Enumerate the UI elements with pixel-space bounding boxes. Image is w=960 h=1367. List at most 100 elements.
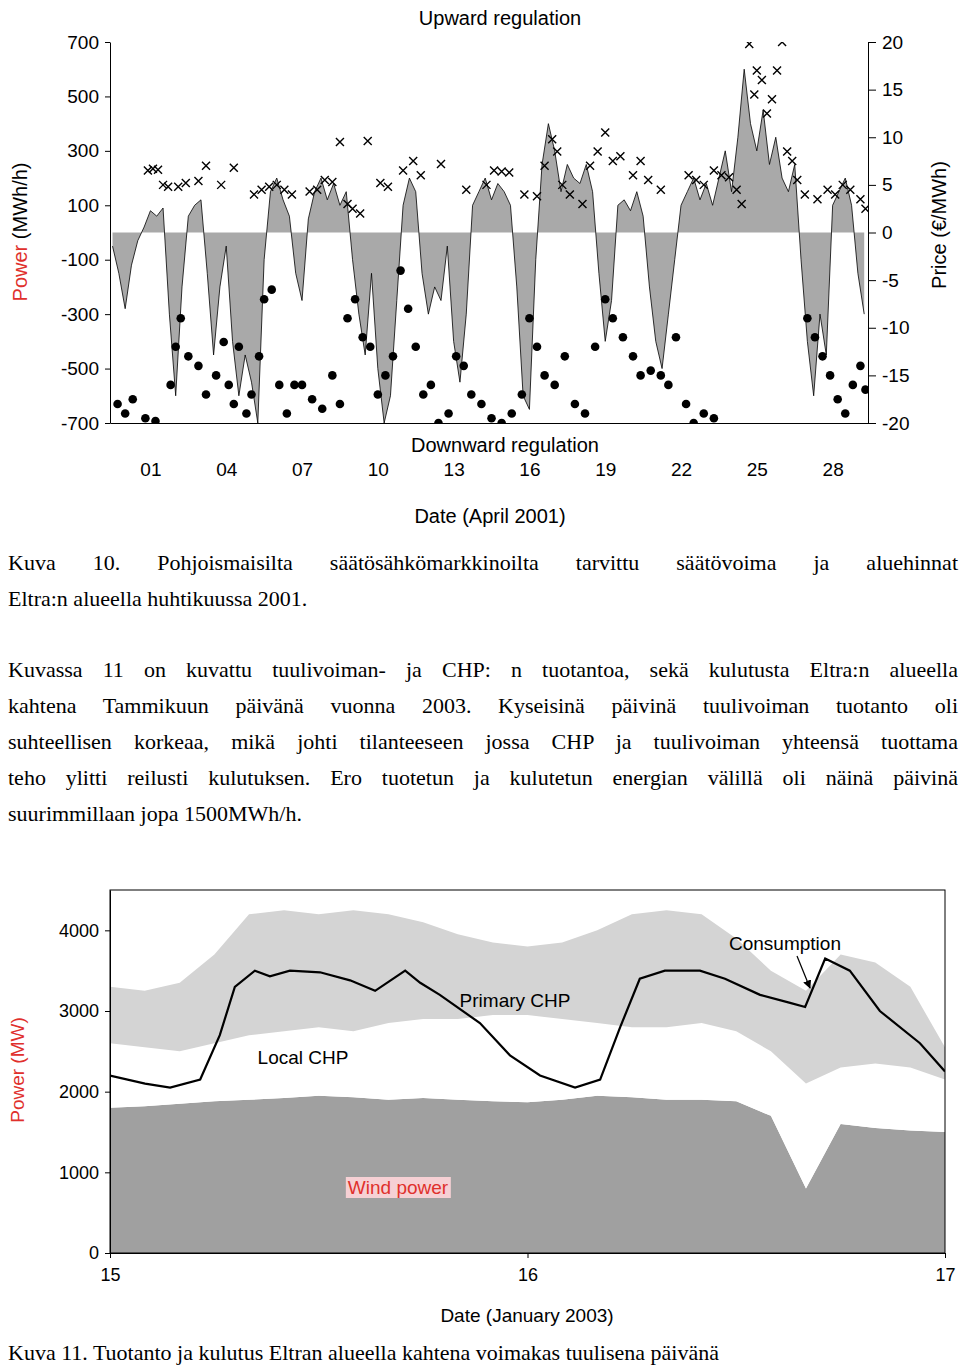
price-dot	[581, 409, 590, 418]
price-cross	[768, 95, 776, 103]
price-cross	[399, 167, 407, 175]
price-dot	[194, 362, 203, 371]
tick: -700	[61, 413, 110, 434]
tick-label: 500	[67, 86, 99, 107]
price-cross	[313, 186, 321, 194]
price-cross	[609, 157, 617, 165]
price-dot	[308, 395, 317, 404]
price-dot	[247, 390, 256, 399]
price-dot	[328, 371, 337, 380]
tick-mark	[105, 1172, 110, 1173]
price-cross	[824, 186, 832, 194]
price-cross	[288, 190, 296, 198]
text-line: Kuvassa 11 on kuvattu tuulivoiman- ja CH…	[8, 652, 958, 688]
tick-mark	[105, 205, 110, 206]
tick: 16	[518, 1253, 538, 1285]
price-cross	[194, 177, 202, 185]
tick-mark	[105, 1253, 110, 1254]
price-cross	[637, 157, 645, 165]
tick: -500	[61, 358, 110, 379]
tick: 1000	[59, 1163, 110, 1183]
price-dot	[128, 395, 137, 404]
chart-1: -700-500-300-100100300500700-20-15-10-50…	[9, 7, 950, 527]
tick: 500	[67, 86, 110, 107]
price-cross	[462, 186, 470, 194]
tick-mark	[105, 314, 110, 315]
price-dot	[811, 333, 820, 342]
x-axis: 151617	[100, 1253, 955, 1285]
text-line: Eltra:n alueella huhtikuussa 2001.	[8, 581, 958, 617]
tick-label: 4000	[59, 921, 99, 941]
price-dot	[224, 381, 233, 390]
plot-area	[113, 42, 868, 423]
figure-caption: Kuva 10. Pohjoismaisilta säätösähkömarkk…	[8, 545, 958, 617]
price-dot	[336, 400, 345, 409]
label-arrow	[797, 956, 810, 988]
y-axis-title: Power (MWh/h)	[9, 163, 31, 302]
tick-label: 100	[67, 195, 99, 216]
y2-axis-title: Price (€/MWh)	[928, 161, 950, 289]
price-cross	[586, 162, 594, 170]
series-label: Local CHP	[258, 1047, 349, 1068]
price-cross	[384, 183, 392, 191]
price-cross	[164, 183, 172, 191]
price-dot	[619, 333, 628, 342]
price-dot	[818, 352, 827, 361]
price-dot	[833, 395, 842, 404]
text-line: suhteellisen korkeaa, mikä johti tilante…	[8, 724, 958, 760]
tick: 25	[747, 423, 768, 480]
price-dot	[477, 400, 486, 409]
price-cross	[831, 190, 839, 198]
price-cross	[250, 190, 258, 198]
tick: -15	[868, 365, 909, 386]
regulation-outline	[113, 69, 865, 423]
tick-mark	[105, 96, 110, 97]
price-dot	[434, 419, 443, 423]
plot-frame	[110, 890, 945, 1253]
plot-area	[110, 910, 945, 1253]
price-dot	[389, 352, 398, 361]
tick-mark	[110, 1253, 111, 1258]
price-cross	[657, 186, 665, 194]
price-dot	[664, 381, 673, 390]
tick-label: 28	[823, 459, 844, 480]
label-highlight	[346, 1177, 451, 1198]
price-dot	[525, 314, 534, 323]
tick-mark	[105, 930, 110, 931]
price-dot	[381, 371, 390, 380]
tick-mark	[105, 423, 110, 424]
tick: 0	[89, 1243, 110, 1263]
tick-mark	[868, 137, 876, 138]
price-dot	[861, 385, 868, 394]
price-cross	[745, 42, 753, 48]
price-dot	[202, 390, 211, 399]
price-dot	[151, 417, 160, 423]
price-dot	[849, 381, 858, 390]
price-dot	[212, 371, 221, 380]
price-cross	[616, 152, 624, 160]
price-dot	[318, 404, 327, 413]
tick: 22	[671, 423, 692, 480]
tick-label: 22	[671, 459, 692, 480]
tick-label: 04	[216, 459, 238, 480]
axis-line	[110, 891, 111, 1254]
series-label: Wind power	[348, 1177, 449, 1198]
price-cross	[763, 109, 771, 117]
axis-line	[111, 423, 869, 424]
tick: 28	[823, 423, 844, 480]
price-cross	[349, 205, 357, 213]
tick-label: 2000	[59, 1082, 99, 1102]
price-cross	[783, 148, 791, 156]
price-cross	[644, 176, 652, 184]
tick: 4000	[59, 921, 110, 941]
tick: 20	[868, 32, 903, 53]
price-dot	[298, 381, 307, 390]
tick-label: 13	[444, 459, 465, 480]
price-dot	[646, 366, 655, 375]
tick-label: 10	[368, 459, 389, 480]
price-cross	[280, 186, 288, 194]
tick: 15	[868, 79, 903, 100]
tick-label: 1000	[59, 1163, 99, 1183]
text-line: teho ylitti reilusti kulutuksen. Ero tuo…	[8, 760, 958, 796]
axis-line	[110, 43, 111, 424]
